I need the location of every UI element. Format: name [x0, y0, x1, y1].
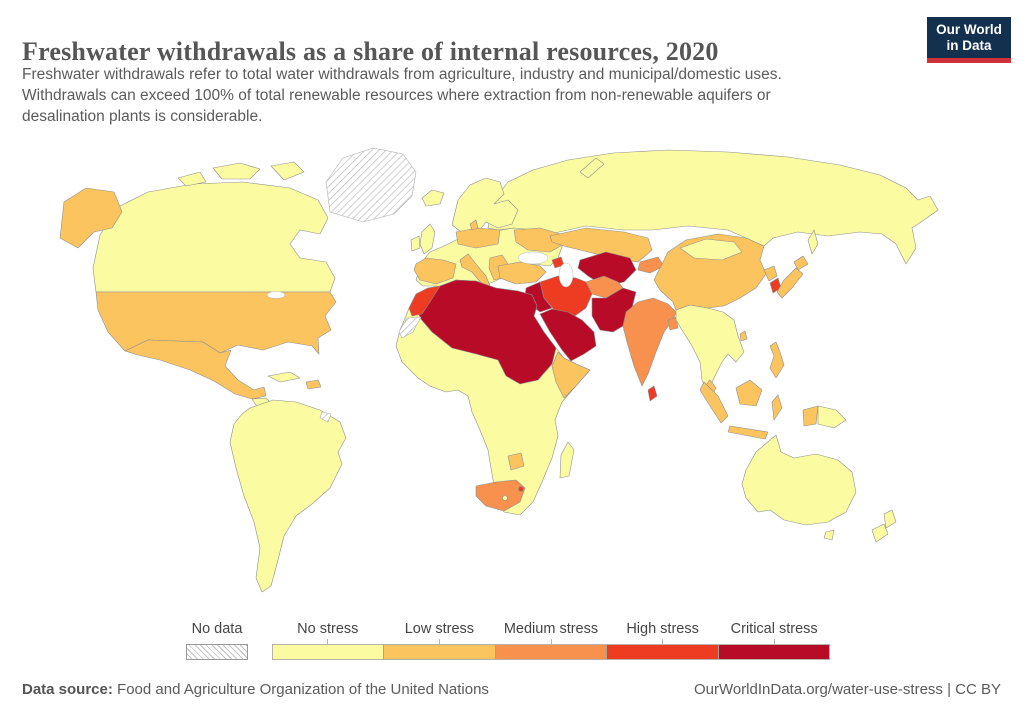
- map-region-taiwan[interactable]: [739, 330, 748, 342]
- map-region-papua-indonesia[interactable]: [802, 405, 819, 427]
- map-region-canada[interactable]: [92, 181, 336, 293]
- chart-footer: Data source: Food and Agriculture Organi…: [22, 681, 1001, 698]
- legend-label-no-stress: No stress: [297, 621, 359, 637]
- map-region-alaska[interactable]: [59, 187, 123, 249]
- map-region-usa[interactable]: [95, 291, 337, 355]
- map-region-mongolia[interactable]: [679, 238, 743, 261]
- legend-bar-group: No stress Low stress Medium stress High …: [272, 621, 830, 660]
- legend-label-high-stress: High stress: [626, 621, 699, 637]
- subtitle-line-3: desalination plants is considerable.: [22, 108, 263, 125]
- owid-link[interactable]: OurWorldInData.org/water-use-stress | CC…: [693, 681, 1001, 698]
- map-region-new-zealand-north[interactable]: [883, 509, 897, 529]
- legend-label-critical-stress: Critical stress: [730, 621, 818, 637]
- map-region-russia[interactable]: [487, 149, 939, 265]
- map-region-sulawesi[interactable]: [771, 394, 783, 421]
- map-legend: No data No stress Low stress Medium stre…: [0, 621, 1023, 669]
- map-region-ukraine[interactable]: [513, 227, 565, 253]
- legend-label-medium-stress: Medium stress: [503, 621, 599, 637]
- map-region-south-america[interactable]: [229, 399, 347, 593]
- map-region-lesotho[interactable]: [502, 495, 508, 501]
- legend-no-data-swatch[interactable]: [186, 644, 248, 660]
- map-region-philippines[interactable]: [769, 341, 785, 379]
- map-region-kazakhstan[interactable]: [549, 227, 653, 263]
- map-region-bangladesh[interactable]: [667, 316, 679, 331]
- map-region-ireland[interactable]: [410, 235, 421, 252]
- map-region-arctic-island-1[interactable]: [177, 171, 207, 187]
- legend-labels: No stress Low stress Medium stress High …: [272, 621, 830, 639]
- map-region-greenland[interactable]: [325, 147, 417, 223]
- map-region-madagascar[interactable]: [559, 441, 575, 479]
- legend-tick: [327, 639, 328, 644]
- map-region-sakhalin[interactable]: [807, 229, 819, 255]
- map-region-papua-new-guinea[interactable]: [817, 405, 847, 429]
- map-region-new-zealand-south[interactable]: [871, 523, 889, 543]
- legend-swatch-no-stress[interactable]: [273, 645, 384, 659]
- owid-logo-line1: Our World: [936, 21, 1002, 37]
- map-region-japan-hokkaido[interactable]: [793, 255, 809, 271]
- map-region-eswatini[interactable]: [518, 486, 524, 492]
- legend-swatch-medium-stress[interactable]: [494, 645, 607, 659]
- map-region-french-guiana[interactable]: [319, 411, 332, 423]
- legend-tick: [551, 639, 552, 644]
- data-source: Data source: Food and Agriculture Organi…: [22, 681, 489, 698]
- map-region-borneo[interactable]: [735, 379, 763, 407]
- map-region-kyrgyzstan-tajikistan[interactable]: [637, 256, 665, 274]
- map-region-arctic-island-2[interactable]: [212, 162, 261, 180]
- map-region-sumatra[interactable]: [699, 381, 729, 424]
- owid-logo-line2: in Data: [946, 37, 992, 53]
- data-source-label: Data source:: [22, 681, 113, 698]
- map-region-tasmania[interactable]: [823, 529, 835, 541]
- legend-no-data-group: No data: [186, 621, 248, 660]
- legend-swatch-low-stress[interactable]: [383, 645, 495, 659]
- black-sea: [517, 251, 549, 265]
- world-map: [28, 140, 994, 612]
- subtitle-line-1: Freshwater withdrawals refer to total wa…: [22, 66, 782, 83]
- legend-label-low-stress: Low stress: [404, 621, 475, 637]
- legend-swatch-high-stress[interactable]: [606, 645, 718, 659]
- great-lakes: [266, 291, 286, 299]
- map-region-germany-poland[interactable]: [455, 227, 501, 249]
- legend-no-data-label: No data: [191, 621, 243, 637]
- map-region-iceland[interactable]: [421, 189, 445, 207]
- legend-tick: [439, 639, 440, 644]
- owid-logo[interactable]: Our World in Data: [927, 17, 1011, 63]
- map-region-java[interactable]: [727, 425, 769, 440]
- map-region-north-africa[interactable]: [415, 279, 557, 385]
- map-region-australia[interactable]: [741, 434, 857, 526]
- map-region-iberia[interactable]: [413, 257, 457, 285]
- map-region-arctic-island-3[interactable]: [270, 161, 305, 181]
- map-region-cuba[interactable]: [267, 371, 301, 383]
- map-region-mexico[interactable]: [124, 339, 267, 400]
- map-region-sri-lanka[interactable]: [647, 385, 658, 402]
- subtitle-line-2: Withdrawals can exceed 100% of total ren…: [22, 87, 771, 104]
- map-region-north-korea[interactable]: [763, 265, 778, 282]
- map-region-morocco[interactable]: [408, 285, 441, 317]
- data-source-text: Food and Agriculture Organization of the…: [117, 681, 489, 698]
- map-region-novaya-zemlya[interactable]: [579, 157, 605, 179]
- map-region-horn-of-africa[interactable]: [551, 351, 591, 399]
- map-region-western-sahara[interactable]: [398, 316, 422, 339]
- map-region-hispaniola[interactable]: [305, 379, 322, 390]
- legend-tick: [662, 639, 663, 644]
- map-region-united-kingdom[interactable]: [419, 223, 436, 255]
- legend-tick: [774, 639, 775, 644]
- map-region-turkey[interactable]: [497, 261, 547, 285]
- map-region-arabian-peninsula[interactable]: [539, 308, 597, 362]
- map-region-zimbabwe[interactable]: [507, 452, 525, 471]
- page-title: Freshwater withdrawals as a share of int…: [22, 37, 719, 67]
- chart-subtitle: Freshwater withdrawals refer to total wa…: [22, 64, 942, 127]
- map-region-turkmenistan-uzbekistan[interactable]: [577, 251, 637, 287]
- map-region-india[interactable]: [622, 297, 677, 387]
- legend-color-bar: [272, 644, 830, 660]
- map-region-se-asia-mainland[interactable]: [675, 304, 745, 393]
- map-region-denmark[interactable]: [469, 219, 479, 231]
- legend-swatch-critical-stress[interactable]: [717, 645, 830, 659]
- caspian-sea: [558, 262, 574, 288]
- map-region-south-africa[interactable]: [475, 479, 526, 512]
- map-region-japan-honshu[interactable]: [776, 267, 804, 299]
